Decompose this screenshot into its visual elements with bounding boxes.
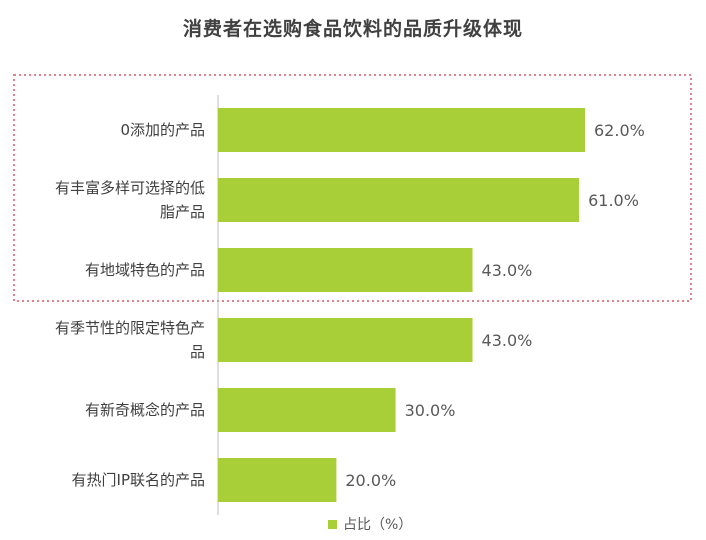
legend-swatch [328, 519, 337, 529]
category-label-line: 有新奇概念的产品 [84, 401, 205, 419]
category-label-line: 有地域特色的产品 [84, 261, 205, 279]
category-label-line: 0添加的产品 [120, 121, 205, 139]
category-label: 有季节性的限定特色产品 [20, 316, 205, 364]
category-label: 有丰富多样可选择的低脂产品 [20, 176, 205, 224]
category-label-line: 有丰富多样可选择的低 [54, 179, 205, 197]
bar [218, 318, 473, 362]
value-label: 61.0% [588, 191, 639, 210]
value-label: 20.0% [345, 471, 396, 490]
bar [218, 108, 585, 152]
category-label-line: 有季节性的限定特色产 [54, 319, 205, 337]
legend: 占比（%） [328, 514, 412, 534]
category-label-line: 品 [189, 343, 205, 361]
value-label: 43.0% [482, 261, 533, 280]
chart-title: 消费者在选购食品饮料的品质升级体现 [182, 18, 523, 40]
bar [218, 248, 473, 292]
bar [218, 178, 580, 222]
value-label: 62.0% [594, 121, 645, 140]
category-label: 有新奇概念的产品 [20, 398, 205, 422]
category-label-line: 脂产品 [159, 203, 205, 221]
value-label: 43.0% [482, 331, 533, 350]
category-label: 有热门IP联名的产品 [20, 468, 205, 492]
value-label: 30.0% [405, 401, 456, 420]
highlight-box [13, 74, 692, 302]
bar [218, 388, 396, 432]
category-label-line: 有热门IP联名的产品 [71, 471, 205, 489]
legend-label: 占比（%） [343, 517, 413, 533]
category-label: 有地域特色的产品 [20, 258, 205, 282]
bar [218, 458, 337, 502]
category-label: 0添加的产品 [20, 118, 205, 142]
